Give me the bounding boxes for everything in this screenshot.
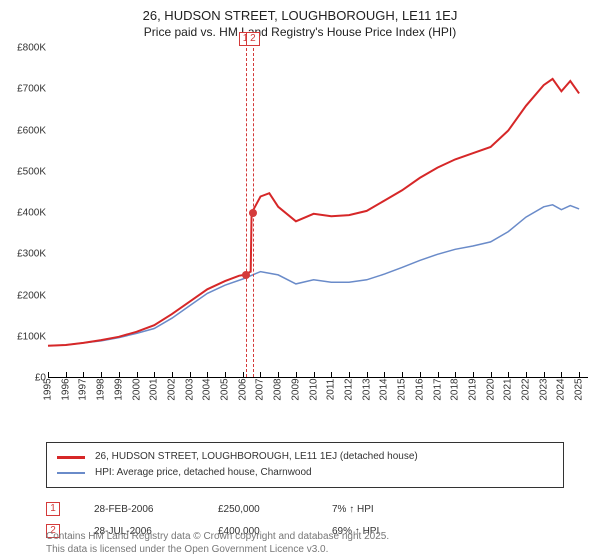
event-price: £250,000 [218, 504, 298, 515]
chart: £0£100K£200K£300K£400K£500K£600K£700K£80… [8, 48, 592, 398]
event-row: 1 28-FEB-2006 £250,000 7% ↑ HPI [46, 498, 564, 520]
legend-box: 26, HUDSON STREET, LOUGHBOROUGH, LE11 1E… [46, 442, 564, 488]
y-tick-label: £600K [8, 125, 46, 136]
footer-line: This data is licensed under the Open Gov… [46, 543, 389, 556]
x-tick-label: 1997 [78, 378, 89, 400]
x-tick-label: 2010 [308, 378, 319, 400]
event-pct: 7% ↑ HPI [332, 504, 422, 515]
x-tick-label: 2000 [131, 378, 142, 400]
x-tick-label: 1995 [43, 378, 54, 400]
y-tick-label: £800K [8, 43, 46, 54]
x-tick-label: 2023 [538, 378, 549, 400]
legend-label: 26, HUDSON STREET, LOUGHBOROUGH, LE11 1E… [95, 449, 418, 465]
x-tick-label: 2005 [220, 378, 231, 400]
x-tick-label: 2002 [166, 378, 177, 400]
legend-row: HPI: Average price, detached house, Char… [57, 465, 553, 481]
x-tick-label: 2006 [237, 378, 248, 400]
x-tick-label: 2007 [255, 378, 266, 400]
x-tick-label: 2015 [397, 378, 408, 400]
x-tick-label: 1996 [60, 378, 71, 400]
legend-area: 26, HUDSON STREET, LOUGHBOROUGH, LE11 1E… [46, 442, 564, 542]
y-tick-label: £700K [8, 84, 46, 95]
x-tick-label: 2013 [361, 378, 372, 400]
footer: Contains HM Land Registry data © Crown c… [46, 530, 389, 556]
y-tick-label: £500K [8, 166, 46, 177]
footer-line: Contains HM Land Registry data © Crown c… [46, 530, 389, 543]
chart-subtitle: Price paid vs. HM Land Registry's House … [0, 25, 600, 39]
x-tick-label: 2022 [521, 378, 532, 400]
x-tick-label: 2008 [273, 378, 284, 400]
x-tick-label: 2017 [432, 378, 443, 400]
plot-area: 12 1995199619971998199920002001200220032… [48, 48, 588, 378]
x-tick-label: 2014 [379, 378, 390, 400]
x-tick-label: 2020 [485, 378, 496, 400]
x-tick-label: 2003 [184, 378, 195, 400]
legend-row: 26, HUDSON STREET, LOUGHBOROUGH, LE11 1E… [57, 449, 553, 465]
event-num-box: 1 [46, 502, 60, 516]
x-tick-label: 2004 [202, 378, 213, 400]
x-tick-label: 2011 [326, 379, 337, 401]
series-line [48, 205, 579, 346]
y-tick-label: £0 [8, 373, 46, 384]
x-tick-label: 2024 [556, 378, 567, 400]
series-line [48, 79, 579, 346]
chart-title: 26, HUDSON STREET, LOUGHBOROUGH, LE11 1E… [0, 8, 600, 23]
x-tick-label: 2025 [574, 378, 585, 400]
title-area: 26, HUDSON STREET, LOUGHBOROUGH, LE11 1E… [0, 0, 600, 43]
x-tick-label: 1999 [113, 378, 124, 400]
event-date: 28-FEB-2006 [94, 504, 184, 515]
y-tick-label: £400K [8, 208, 46, 219]
legend-swatch [57, 456, 85, 459]
event-dot [242, 271, 250, 279]
x-tick-label: 2016 [414, 378, 425, 400]
event-line [246, 48, 247, 377]
y-tick-label: £300K [8, 249, 46, 260]
x-tick-label: 2021 [503, 378, 514, 400]
line-chart-svg [48, 48, 588, 378]
event-marker: 2 [246, 32, 260, 46]
x-tick-label: 2018 [450, 378, 461, 400]
x-tick-label: 1998 [96, 378, 107, 400]
event-dot [249, 209, 257, 217]
x-tick-label: 2009 [290, 378, 301, 400]
y-tick-label: £100K [8, 331, 46, 342]
legend-swatch [57, 472, 85, 474]
y-tick-label: £200K [8, 290, 46, 301]
x-tick-label: 2001 [149, 378, 160, 400]
x-tick-label: 2012 [343, 378, 354, 400]
x-tick-label: 2019 [467, 378, 478, 400]
legend-label: HPI: Average price, detached house, Char… [95, 465, 312, 481]
